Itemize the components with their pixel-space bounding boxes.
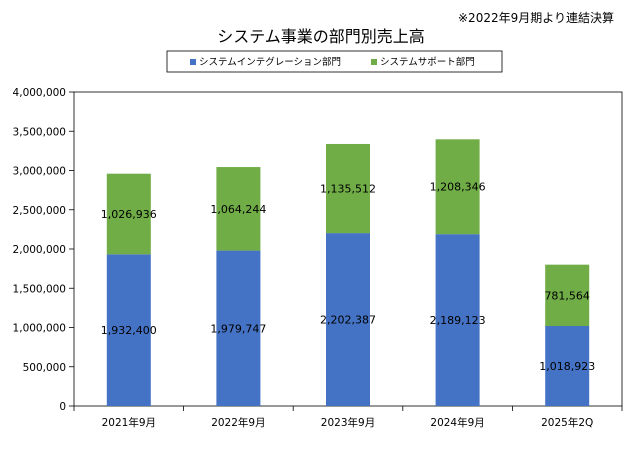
y-tick-label: 3,000,000: [13, 166, 66, 178]
data-label-system-support: 1,064,244: [210, 203, 266, 216]
y-tick-label: 2,000,000: [13, 244, 66, 256]
x-tick-label: 2023年9月: [321, 416, 375, 429]
data-label-system-support: 1,026,936: [101, 208, 157, 221]
bar-system-support: [216, 167, 261, 251]
x-tick-label: 2024年9月: [430, 416, 484, 429]
y-tick-label: 0: [59, 401, 66, 413]
consolidation-note: ※2022年9月期より連結決算: [458, 10, 614, 25]
legend-swatch-system-support: [371, 59, 377, 65]
legend: システムインテグレーション部門 システムサポート部門: [166, 50, 503, 73]
bar-system-support: [435, 139, 480, 235]
data-labels: 1,932,400 1,026,936 1,979,747 1,064,244 2,20…: [101, 181, 595, 373]
legend-box: [166, 50, 503, 73]
data-label-system-support: 1,135,512: [320, 183, 376, 196]
data-label-system-integration: 1,018,923: [539, 360, 595, 373]
data-label-system-support: 1,208,346: [430, 181, 486, 194]
chart-title: システム事業の部門別売上高: [217, 27, 425, 46]
bar-system-integration: [545, 326, 590, 406]
data-label-system-integration: 1,979,747: [210, 322, 266, 335]
legend-label-system-support: システムサポート部門: [380, 56, 475, 68]
bar-system-integration: [216, 250, 261, 406]
bar-system-integration: [326, 233, 370, 406]
bar-system-support: [545, 264, 590, 327]
y-tick-label: 1,000,000: [13, 323, 66, 335]
legend-swatch-system-integration: [190, 59, 196, 65]
x-tick-label: 2025年2Q: [541, 416, 593, 429]
bar-system-integration: [435, 234, 480, 406]
data-label-system-integration: 2,189,123: [430, 314, 486, 327]
bar-system-support: [106, 173, 151, 255]
bar-system-support: [326, 143, 370, 234]
axes: 0 500,000 1,000,000 1,500,000 2,000,000 2,500…: [13, 87, 623, 429]
data-label-system-integration: 1,932,400: [101, 324, 157, 337]
bars: [106, 139, 590, 406]
x-tick-label: 2022年9月: [211, 416, 265, 429]
y-tick-label: 1,500,000: [13, 283, 66, 295]
y-tick-label: 2,500,000: [13, 205, 66, 217]
legend-label-system-integration: システムインテグレーション部門: [199, 56, 341, 68]
bar-system-integration: [106, 254, 151, 406]
y-tick-label: 500,000: [23, 362, 66, 374]
data-label-system-integration: 2,202,387: [320, 314, 376, 327]
x-tick-label: 2021年9月: [102, 416, 156, 429]
y-tick-label: 4,000,000: [13, 87, 66, 99]
data-label-system-support: 781,564: [544, 289, 590, 302]
y-tick-label: 3,500,000: [13, 126, 66, 138]
